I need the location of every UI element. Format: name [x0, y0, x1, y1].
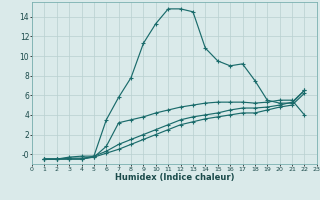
X-axis label: Humidex (Indice chaleur): Humidex (Indice chaleur): [115, 173, 234, 182]
